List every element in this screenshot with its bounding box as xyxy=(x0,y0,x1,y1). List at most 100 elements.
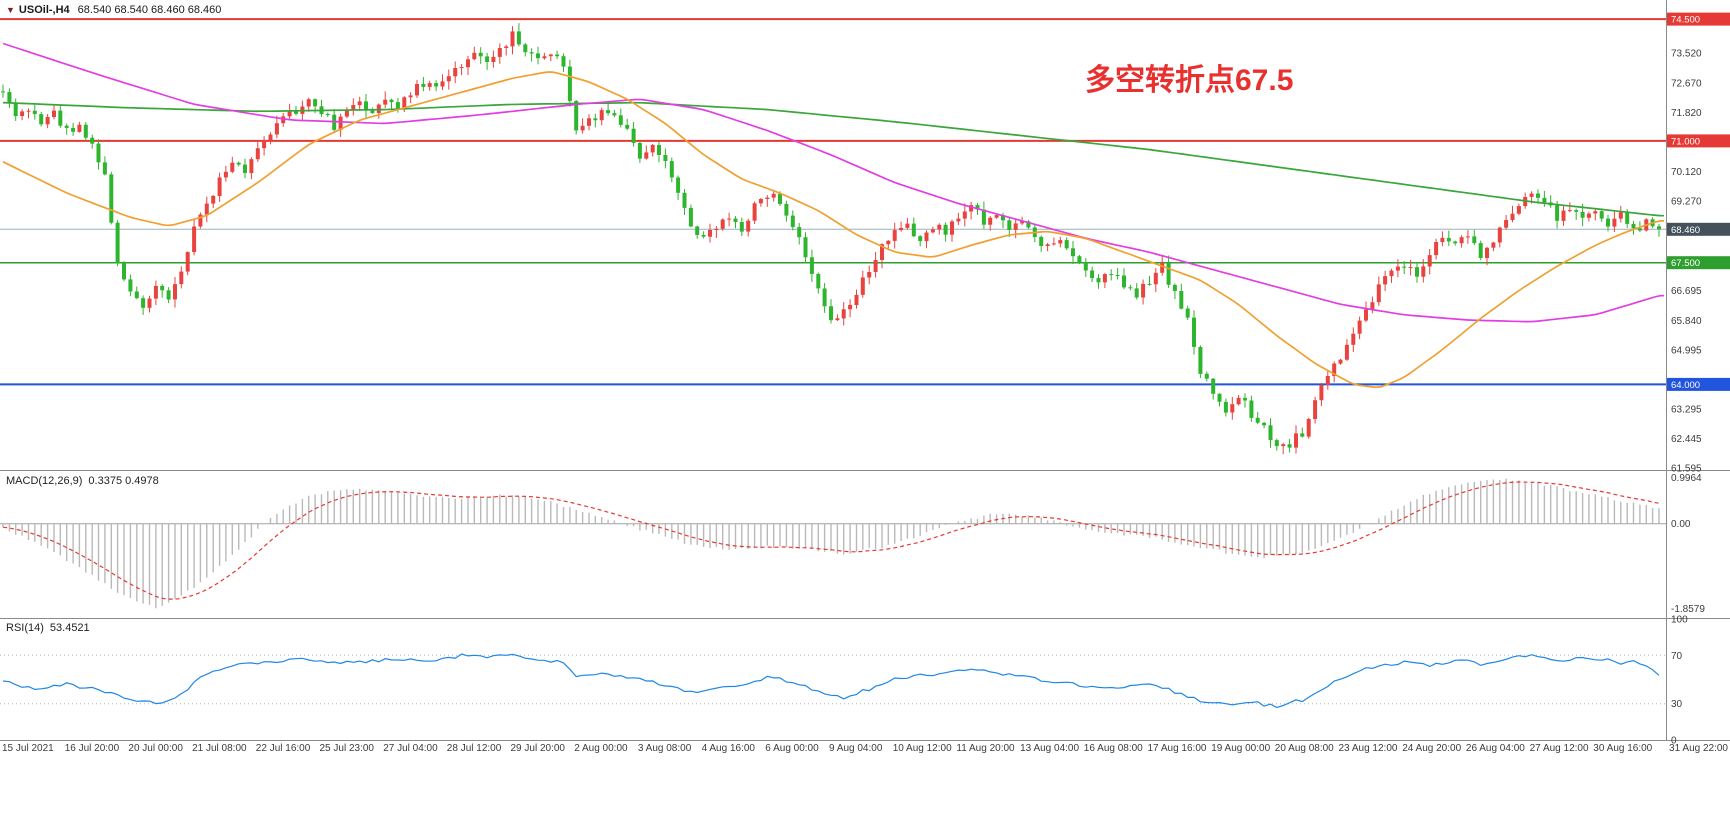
candle-body xyxy=(663,155,668,161)
candle-body xyxy=(395,102,400,110)
candle-body xyxy=(102,162,107,175)
rsi-pane xyxy=(0,653,1666,709)
candle-body xyxy=(491,56,496,62)
candle-body xyxy=(809,257,814,274)
candle-body xyxy=(1319,385,1324,401)
candle-body xyxy=(599,110,604,121)
time-axis-label: 31 Aug 22:00 xyxy=(1669,743,1728,754)
candle-body xyxy=(262,140,267,149)
candle-body xyxy=(555,54,560,57)
price-badge-71.000 xyxy=(1667,134,1730,148)
candle-body xyxy=(478,52,483,57)
axis-label: 70.120 xyxy=(1671,167,1702,178)
candle-body xyxy=(758,199,763,204)
candle-body xyxy=(39,114,44,125)
candle-body xyxy=(453,68,458,77)
candle-body xyxy=(1071,248,1075,257)
candle-body xyxy=(567,66,572,101)
candle-body xyxy=(141,298,146,308)
candle-body xyxy=(1657,226,1661,230)
candle-body xyxy=(1236,397,1241,405)
price-badge-74.500 xyxy=(1667,12,1730,26)
candle-body xyxy=(83,124,88,138)
price-badge-label: 74.500 xyxy=(1671,15,1700,26)
candle-body xyxy=(637,142,642,159)
time-axis-label: 10 Aug 12:00 xyxy=(893,743,952,754)
candle-body xyxy=(1421,266,1426,277)
candle-body xyxy=(746,220,751,232)
candle-body xyxy=(1536,193,1540,198)
candle-body xyxy=(899,227,904,231)
candle-body xyxy=(211,195,216,204)
price-badge-label: 68.460 xyxy=(1671,225,1700,236)
candle-body xyxy=(192,226,197,253)
candle-body xyxy=(860,277,865,295)
candle-body xyxy=(351,105,356,110)
candle-body xyxy=(1395,266,1400,271)
time-axis-label: 16 Jul 20:00 xyxy=(65,743,120,754)
ma-mid-magenta xyxy=(2,42,1664,323)
axis-label: 71.820 xyxy=(1671,108,1702,119)
candle-body xyxy=(816,273,821,289)
moving-averages-layer xyxy=(2,42,1664,389)
candle-body xyxy=(969,205,974,212)
candle-body xyxy=(536,53,540,59)
candle-body xyxy=(1618,212,1623,219)
candle-body xyxy=(574,101,579,131)
time-axis-label: 9 Aug 04:00 xyxy=(829,743,883,754)
candle-body xyxy=(1141,283,1146,298)
candle-body xyxy=(1561,210,1566,221)
candle-body xyxy=(835,318,840,321)
candle-body xyxy=(1446,237,1451,242)
candle-body xyxy=(1007,220,1012,230)
candle-body xyxy=(1364,309,1368,321)
symbol-dropdown-icon[interactable]: ▼ xyxy=(6,5,15,15)
macd-pane xyxy=(0,478,1666,609)
candle-body xyxy=(274,123,279,135)
candle-body xyxy=(1058,240,1063,244)
candle-body xyxy=(854,294,859,305)
candle-body xyxy=(714,228,719,230)
time-axis-label: 11 Aug 20:00 xyxy=(956,743,1015,754)
candle-body xyxy=(975,205,980,210)
rsi-axis-label: 100 xyxy=(1671,615,1688,626)
candle-body xyxy=(1,91,5,93)
candle-body xyxy=(1427,255,1432,267)
axis-label: 73.520 xyxy=(1671,49,1702,60)
candle-body xyxy=(676,177,681,193)
time-axis-label: 24 Aug 20:00 xyxy=(1402,743,1461,754)
candle-body xyxy=(230,162,235,172)
candle-body xyxy=(408,95,413,98)
candle-body xyxy=(160,285,165,291)
candle-body xyxy=(402,97,407,110)
candle-body xyxy=(988,217,993,225)
candle-body xyxy=(7,92,12,104)
candle-body xyxy=(1064,240,1069,249)
candle-body xyxy=(13,103,18,117)
candle-body xyxy=(994,215,999,218)
candle-body xyxy=(115,222,120,263)
candle-body xyxy=(1593,211,1598,214)
candle-body xyxy=(459,67,464,69)
chart-annotation-text[interactable]: 多空转折点67.5 xyxy=(1085,64,1294,97)
candle-body xyxy=(446,76,451,82)
candle-body xyxy=(287,110,292,117)
candle-body xyxy=(892,230,897,241)
candle-body xyxy=(631,128,636,143)
time-axis-label: 30 Aug 16:00 xyxy=(1593,743,1652,754)
candle-body xyxy=(466,59,470,68)
candle-body xyxy=(1612,218,1617,227)
candle-body xyxy=(173,284,177,300)
axis-label: 62.445 xyxy=(1671,434,1702,445)
candle-body xyxy=(1096,278,1101,283)
candle-body xyxy=(217,177,222,196)
candle-body xyxy=(1198,347,1203,374)
candle-body xyxy=(1408,267,1413,269)
candle-body xyxy=(612,113,617,116)
candle-body xyxy=(625,124,630,129)
candle-body xyxy=(606,110,611,114)
candle-body xyxy=(752,203,757,221)
candle-body xyxy=(96,143,101,163)
rsi-name: RSI(14) xyxy=(6,622,44,634)
